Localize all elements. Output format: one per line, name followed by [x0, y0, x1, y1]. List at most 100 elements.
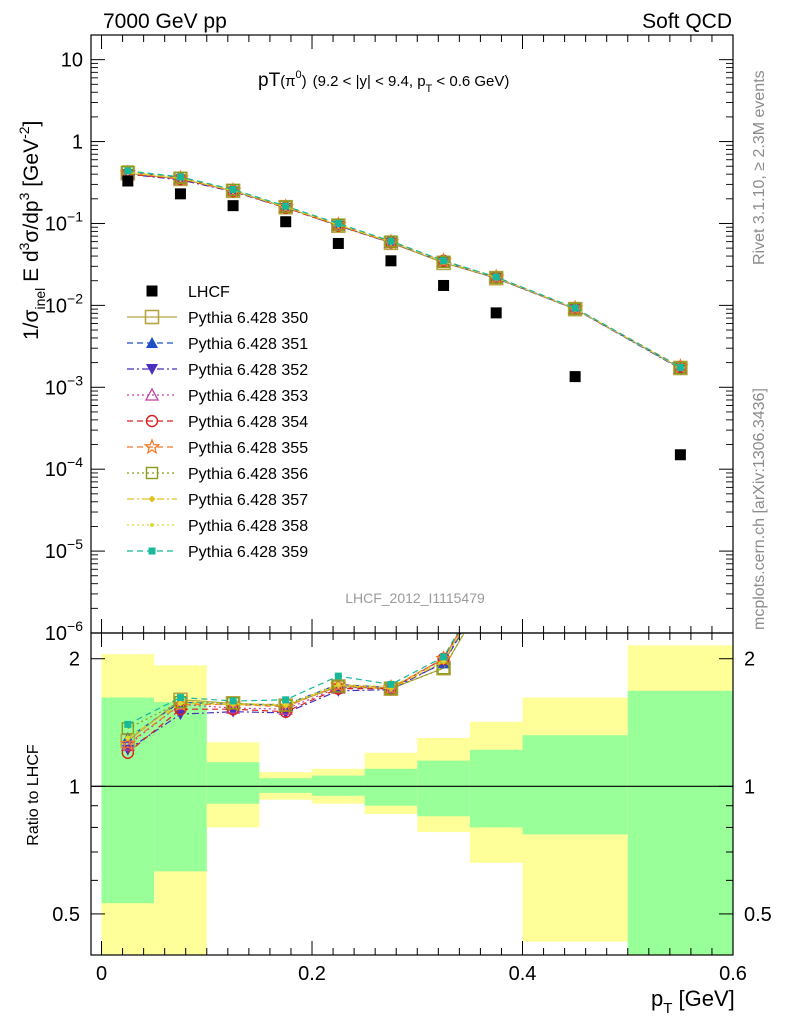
ratio-green-band-7	[469, 749, 523, 828]
ratio-series-line-2	[127, 633, 462, 751]
legend-item-4: Pythia 6.428 353	[127, 387, 308, 405]
ratio-ytick-label-right-0: 2	[744, 649, 755, 671]
legend-label-5: Pythia 6.428 354	[188, 414, 308, 431]
x-tick-label-0: 0	[96, 963, 107, 985]
ratio-point-8-0	[125, 736, 130, 741]
ratio-green-band-2	[206, 762, 260, 804]
main-y-ticks: 10 1 10−1 10−2 10−3 10−4 10−5 10−6	[45, 34, 733, 645]
title-paren-sup: 0	[296, 69, 302, 81]
main-ytick-label-4: 10−3	[45, 372, 83, 399]
ylabel-part-8: ]	[20, 121, 43, 127]
ratio-green-band-9	[627, 690, 733, 955]
main-ytick-label-5: 10−4	[45, 454, 83, 481]
ratio-series-line-1	[127, 633, 463, 739]
legend-label-6: Pythia 6.428 355	[188, 440, 308, 457]
ylabel-part-4: σ/dp	[20, 200, 43, 242]
lhcf-point-6	[438, 279, 450, 291]
xlabel-sub: T	[663, 1000, 672, 1017]
legend: LHCF Pythia 6.428 350 Pythia 6.428 351 Pyth…	[127, 284, 308, 561]
ylabel-part-7: -2	[16, 126, 32, 139]
analysis-watermark: LHCF_2012_I1115479	[345, 590, 485, 606]
title-main: pT	[258, 70, 281, 91]
legend-marker-7	[145, 466, 159, 480]
lhcf-point-7	[490, 307, 502, 319]
lhcf-point-3	[280, 216, 292, 228]
main-point-7-6	[437, 255, 450, 269]
x-axis-label: pT [GeV]	[651, 986, 735, 1017]
main-point-10-2	[229, 185, 237, 193]
ratio-series-line-5	[127, 633, 460, 745]
ratio-series-line-9	[127, 633, 459, 725]
main-point-10-3	[282, 202, 290, 210]
ylabel-part-6: [GeV	[20, 139, 43, 193]
ratio-green-band-3	[259, 778, 313, 793]
main-panel: 10 1 10−1 10−2 10−3 10−4 10−5 10−6	[45, 34, 734, 645]
ratio-series-line-8	[127, 633, 461, 739]
legend-label-3: Pythia 6.428 352	[188, 362, 308, 379]
legend-marker-0	[146, 285, 158, 297]
ratio-y-ticks: 2 2 1 1 0.5 0.5	[52, 649, 772, 926]
main-ytick-label-6: 10−5	[45, 536, 83, 563]
main-point-7-5	[384, 235, 398, 248]
ratio-point-6-4	[332, 680, 345, 693]
legend-item-1: Pythia 6.428 350	[127, 309, 308, 327]
x-tick-label-1: 0.2	[298, 963, 326, 985]
legend-marker-2	[146, 337, 158, 348]
lhcf-point-1	[174, 188, 186, 200]
legend-label-2: Pythia 6.428 351	[188, 336, 308, 353]
ratio-plot-area	[91, 633, 733, 955]
title-range-sub: T	[426, 83, 433, 95]
main-point-7-3	[279, 200, 292, 213]
legend-marker-10	[148, 547, 156, 555]
legend-item-2: Pythia 6.428 351	[127, 336, 308, 353]
legend-label-10: Pythia 6.428 359	[188, 544, 308, 561]
legend-label-1: Pythia 6.428 350	[188, 310, 308, 327]
main-point-10-8	[571, 304, 579, 312]
ratio-y-axis-label: Ratio to LHCF	[25, 744, 42, 846]
ratio-point-9-2	[229, 697, 237, 705]
xlabel-unit: [GeV]	[672, 986, 734, 1011]
ratio-point-9-0	[124, 720, 132, 728]
ratio-x-ticks: 0 0.2 0.4 0.6	[96, 633, 747, 985]
x-tick-label-3: 0.6	[719, 963, 747, 985]
header-left: 7000 GeV pp	[103, 10, 227, 33]
main-point-10-5	[387, 237, 395, 245]
ratio-point-9-1	[176, 694, 184, 702]
plot-title: pT(π0) (9.2 < |y| < 9.4, pT < 0.6 GeV)	[258, 69, 509, 95]
main-ytick-label-3: 10−2	[45, 290, 83, 317]
legend-label-0: LHCF	[188, 284, 230, 301]
ratio-point-8-3	[283, 702, 288, 707]
lhcf-point-0	[122, 175, 134, 187]
legend-item-10: Pythia 6.428 359	[127, 544, 308, 561]
ratio-ytick-label-left-1: 1	[69, 776, 80, 798]
ratio-ytick-label-left-2: 0.5	[52, 904, 80, 926]
ratio-point-9-4	[334, 672, 342, 680]
ratio-point-8-1	[178, 701, 183, 706]
main-series-10	[124, 167, 684, 371]
legend-item-7: Pythia 6.428 356	[127, 466, 308, 483]
ratio-green-band-8	[522, 735, 628, 835]
ratio-point-9-3	[282, 696, 290, 704]
lhcf-point-4	[332, 237, 344, 249]
ratio-green-band-6	[417, 760, 470, 817]
main-x-ticks	[101, 35, 734, 633]
title-range-end: < 0.6 GeV)	[432, 73, 509, 90]
ylabel-part-2: E d	[20, 250, 43, 287]
legend-marker-4	[144, 387, 160, 401]
legend-item-3: Pythia 6.428 352	[127, 362, 308, 379]
ratio-green-band-0	[101, 697, 155, 904]
main-ytick-label-1: 1	[72, 132, 83, 154]
ratio-plot-frame	[90, 632, 734, 956]
main-y-axis-label: 1/σinel E d3σ/dp3 [GeV-2]	[16, 121, 48, 340]
ratio-green-band-4	[312, 775, 365, 796]
lhcf-point-8	[569, 371, 581, 383]
main-ytick-label-2: 10−1	[45, 208, 83, 235]
ratio-point-9-5	[387, 680, 395, 688]
ratio-ytick-label-left-0: 2	[69, 649, 80, 671]
legend-label-4: Pythia 6.428 353	[188, 388, 308, 405]
ratio-point-8-4	[336, 682, 341, 687]
legend-item-5: Pythia 6.428 354	[127, 414, 308, 431]
legend-label-7: Pythia 6.428 356	[188, 466, 308, 483]
lhcf-point-5	[385, 255, 397, 267]
legend-marker-9	[150, 523, 154, 527]
